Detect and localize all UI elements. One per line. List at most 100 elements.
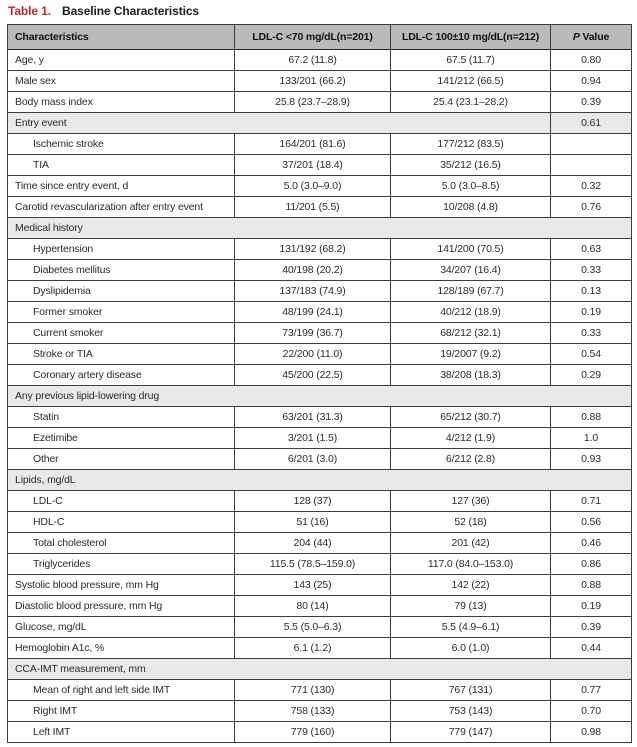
characteristic-cell: Total cholesterol xyxy=(7,532,235,554)
group1-value-cell: 128 (37) xyxy=(234,490,391,512)
group2-value-cell: 4/212 (1.9) xyxy=(390,427,551,449)
table-row: Systolic blood pressure, mm Hg 143 (25) 14… xyxy=(7,574,632,596)
group1-value-cell: 37/201 (18.4) xyxy=(234,154,391,176)
characteristic-cell: Hemoglobin A1c, % xyxy=(7,637,235,659)
p-value-cell: 0.71 xyxy=(550,490,632,512)
p-value-cell xyxy=(550,154,632,176)
group2-value-cell: 52 (18) xyxy=(390,511,551,533)
characteristic-cell: Systolic blood pressure, mm Hg xyxy=(7,574,235,596)
group2-value-cell: 117.0 (84.0–153.0) xyxy=(390,553,551,575)
group2-value-cell: 34/207 (16.4) xyxy=(390,259,551,281)
section-label-cell: Entry event xyxy=(7,112,551,134)
characteristic-cell: Triglycerides xyxy=(7,553,235,575)
section-row: Lipids, mg/dL xyxy=(7,469,632,491)
p-value-cell: 0.80 xyxy=(550,49,632,71)
group1-value-cell: 204 (44) xyxy=(234,532,391,554)
table-row: Total cholesterol 204 (44) 201 (42) 0.46 xyxy=(7,532,632,554)
characteristic-cell: Right IMT xyxy=(7,700,235,722)
group2-value-cell: 25.4 (23.1–28.2) xyxy=(390,91,551,113)
column-header-3: P Value xyxy=(550,24,632,50)
column-header-2: LDL-C 100±10 mg/dL(n=212) xyxy=(390,24,551,50)
p-value-cell: 0.77 xyxy=(550,679,632,701)
characteristic-cell: Time since entry event, d xyxy=(7,175,235,197)
characteristic-cell: Coronary artery disease xyxy=(7,364,235,386)
group1-value-cell: 5.0 (3.0–9.0) xyxy=(234,175,391,197)
group1-value-cell: 25.8 (23.7–28.9) xyxy=(234,91,391,113)
table-title: Table 1. Baseline Characteristics xyxy=(8,4,637,18)
table-row: Carotid revascularization after entry ev… xyxy=(7,196,632,218)
characteristic-cell: Male sex xyxy=(7,70,235,92)
table-row: Statin 63/201 (31.3) 65/212 (30.7) 0.88 xyxy=(7,406,632,428)
table-row: TIA 37/201 (18.4) 35/212 (16.5) xyxy=(7,154,632,176)
table-row: Triglycerides 115.5 (78.5–159.0) 117.0 (84… xyxy=(7,553,632,575)
p-value-cell: 1.0 xyxy=(550,427,632,449)
group1-value-cell: 6/201 (3.0) xyxy=(234,448,391,470)
characteristic-cell: Diastolic blood pressure, mm Hg xyxy=(7,595,235,617)
table-row: Diabetes mellitus 40/198 (20.2) 34/207 (16… xyxy=(7,259,632,281)
p-value-cell: 0.33 xyxy=(550,322,632,344)
group1-value-cell: 779 (160) xyxy=(234,721,391,743)
characteristic-cell: Other xyxy=(7,448,235,470)
p-value-cell: 0.86 xyxy=(550,553,632,575)
table-row: Mean of right and left side IMT 771 (130)… xyxy=(7,679,632,701)
group2-value-cell: 6.0 (1.0) xyxy=(390,637,551,659)
italic-p: P xyxy=(572,31,580,43)
table-row: LDL-C 128 (37) 127 (36) 0.71 xyxy=(7,490,632,512)
characteristic-cell: HDL-C xyxy=(7,511,235,533)
group1-value-cell: 758 (133) xyxy=(234,700,391,722)
section-label-cell: Lipids, mg/dL xyxy=(7,469,632,491)
p-value-cell: 0.88 xyxy=(550,574,632,596)
characteristic-cell: Dyslipidemia xyxy=(7,280,235,302)
group2-value-cell: 177/212 (83.5) xyxy=(390,133,551,155)
p-value-cell xyxy=(550,133,632,155)
table-row: Hemoglobin A1c, % 6.1 (1.2) 6.0 (1.0) 0.44 xyxy=(7,637,632,659)
p-value-cell: 0.32 xyxy=(550,175,632,197)
characteristic-cell: LDL-C xyxy=(7,490,235,512)
section-label-cell: Any previous lipid-lowering drug xyxy=(7,385,632,407)
characteristic-cell: Left IMT xyxy=(7,721,235,743)
p-value-cell: 0.61 xyxy=(550,112,632,134)
group2-value-cell: 68/212 (32.1) xyxy=(390,322,551,344)
characteristic-cell: Ischemic stroke xyxy=(7,133,235,155)
p-value-cell: 0.94 xyxy=(550,70,632,92)
group2-value-cell: 753 (143) xyxy=(390,700,551,722)
group1-value-cell: 22/200 (11.0) xyxy=(234,343,391,365)
p-value-cell: 0.19 xyxy=(550,301,632,323)
group2-value-cell: 38/208 (18.3) xyxy=(390,364,551,386)
characteristic-cell: Mean of right and left side IMT xyxy=(7,679,235,701)
table-row: Left IMT 779 (160) 779 (147) 0.98 xyxy=(7,721,632,743)
table-row: Ischemic stroke 164/201 (81.6) 177/212 (83… xyxy=(7,133,632,155)
p-value-cell: 0.33 xyxy=(550,259,632,281)
characteristic-cell: Current smoker xyxy=(7,322,235,344)
group1-value-cell: 3/201 (1.5) xyxy=(234,427,391,449)
group2-value-cell: 67.5 (11.7) xyxy=(390,49,551,71)
p-value-cell: 0.98 xyxy=(550,721,632,743)
group1-value-cell: 771 (130) xyxy=(234,679,391,701)
group2-value-cell: 10/208 (4.8) xyxy=(390,196,551,218)
characteristic-cell: Age, y xyxy=(7,49,235,71)
group1-value-cell: 115.5 (78.5–159.0) xyxy=(234,553,391,575)
table-row: Stroke or TIA 22/200 (11.0) 19/2007 (9.2) 0… xyxy=(7,343,632,365)
group2-value-cell: 19/2007 (9.2) xyxy=(390,343,551,365)
group1-value-cell: 48/199 (24.1) xyxy=(234,301,391,323)
table-row: Hypertension 131/192 (68.2) 141/200 (70.5)… xyxy=(7,238,632,260)
table-row: Diastolic blood pressure, mm Hg 80 (14) 79… xyxy=(7,595,632,617)
p-value-cell: 0.39 xyxy=(550,91,632,113)
group2-value-cell: 5.5 (4.9–6.1) xyxy=(390,616,551,638)
table-row: Body mass index 25.8 (23.7–28.9) 25.4 (23.… xyxy=(7,91,632,113)
group1-value-cell: 131/192 (68.2) xyxy=(234,238,391,260)
characteristic-cell: Body mass index xyxy=(7,91,235,113)
group2-value-cell: 40/212 (18.9) xyxy=(390,301,551,323)
p-value-cell: 0.54 xyxy=(550,343,632,365)
baseline-characteristics-table: Characteristics LDL-C <70 mg/dL(n=201) LDL… xyxy=(7,24,632,743)
group1-value-cell: 80 (14) xyxy=(234,595,391,617)
group1-value-cell: 45/200 (22.5) xyxy=(234,364,391,386)
table-row: Former smoker 48/199 (24.1) 40/212 (18.9) 0… xyxy=(7,301,632,323)
p-value-cell: 0.19 xyxy=(550,595,632,617)
characteristic-cell: Statin xyxy=(7,406,235,428)
table-row: Dyslipidemia 137/183 (74.9) 128/189 (67.7)… xyxy=(7,280,632,302)
group1-value-cell: 67.2 (11.8) xyxy=(234,49,391,71)
section-label-cell: Medical history xyxy=(7,217,632,239)
table-header: Characteristics LDL-C <70 mg/dL(n=201) LDL… xyxy=(7,24,632,50)
